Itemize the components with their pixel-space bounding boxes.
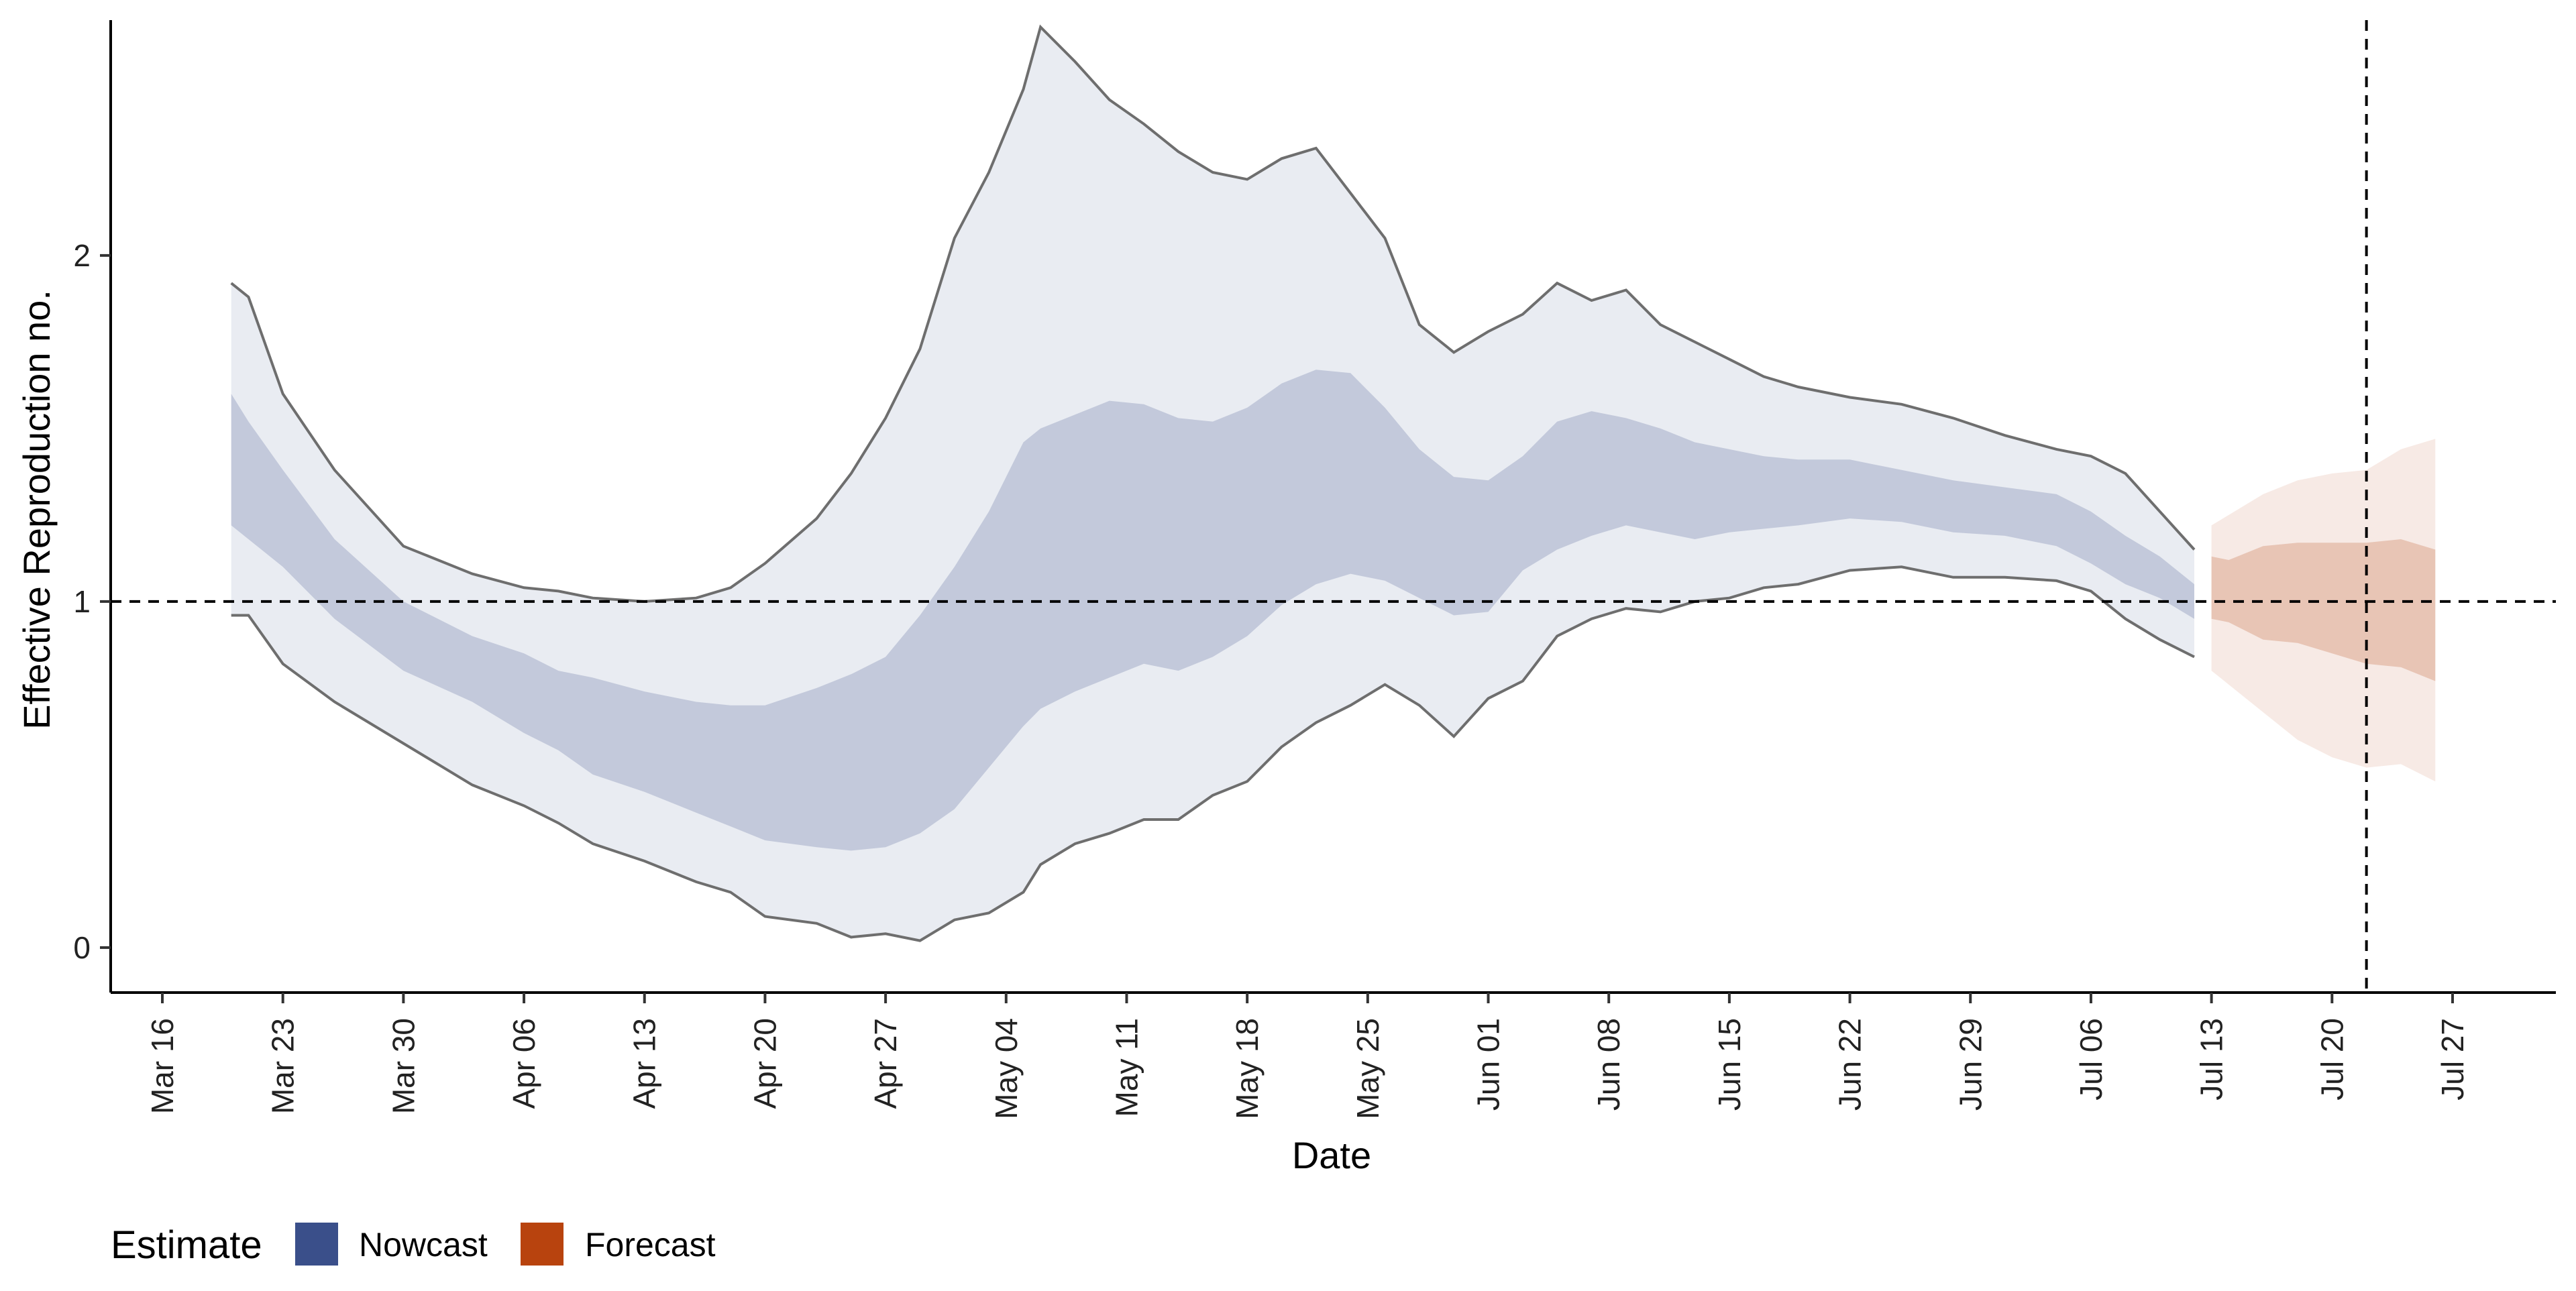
x-tick-label: Apr 13 bbox=[627, 1018, 662, 1109]
legend-label-forecast: Forecast bbox=[585, 1226, 716, 1264]
x-axis-title: Date bbox=[1292, 1134, 1371, 1176]
nowcast-band-50 bbox=[231, 370, 2195, 851]
x-tick-label: May 25 bbox=[1350, 1018, 1385, 1119]
legend-title: Estimate bbox=[111, 1223, 262, 1267]
forecast-band-50 bbox=[2211, 539, 2436, 681]
legend-swatch-forecast bbox=[521, 1223, 564, 1266]
y-tick-label: 0 bbox=[73, 930, 91, 965]
x-tick-label: Jul 20 bbox=[2314, 1018, 2349, 1101]
x-tick-label: Jul 06 bbox=[2074, 1018, 2108, 1101]
x-tick-label: Jun 29 bbox=[1953, 1018, 1988, 1111]
legend: Estimate Nowcast Forecast bbox=[111, 1223, 716, 1267]
y-tick-label: 2 bbox=[73, 238, 91, 273]
x-tick-label: May 04 bbox=[989, 1018, 1024, 1119]
y-axis-title: Effective Reproduction no. bbox=[15, 290, 58, 730]
x-tick-label: Jun 08 bbox=[1591, 1018, 1626, 1111]
x-tick-label: Apr 20 bbox=[747, 1018, 782, 1109]
x-tick-label: Mar 23 bbox=[266, 1018, 301, 1114]
forecast-band-90 bbox=[2211, 439, 2436, 782]
legend-label-nowcast: Nowcast bbox=[359, 1226, 488, 1264]
nowcast-upper-90-line bbox=[230, 24, 2196, 603]
x-tick-label: May 18 bbox=[1230, 1018, 1265, 1119]
axes-layer bbox=[109, 20, 2556, 994]
lines-layer bbox=[111, 20, 2556, 993]
x-tick-label: Mar 16 bbox=[145, 1018, 180, 1114]
bands-layer bbox=[231, 27, 2436, 941]
x-tick-label: Apr 06 bbox=[506, 1018, 541, 1109]
y-tick-label: 1 bbox=[73, 584, 91, 619]
x-tick-label: Jul 13 bbox=[2194, 1018, 2229, 1101]
x-tick-label: May 11 bbox=[1110, 1018, 1144, 1117]
x-tick-label: Apr 27 bbox=[868, 1018, 903, 1109]
legend-swatch-nowcast bbox=[295, 1223, 338, 1266]
ticks-layer: 0 1 2 Mar 16 Mar 23 Mar 30 Apr 06 Apr 13 Apr 20 A… bbox=[73, 238, 2470, 1119]
x-tick-label: Mar 30 bbox=[386, 1018, 421, 1114]
nowcast-lower-90-line bbox=[231, 565, 2195, 942]
x-tick-label: Jul 27 bbox=[2435, 1018, 2470, 1101]
x-tick-label: Jun 22 bbox=[1833, 1018, 1868, 1111]
x-tick-label: Jun 15 bbox=[1712, 1018, 1747, 1111]
nowcast-band-90 bbox=[231, 27, 2195, 941]
x-tick-label: Jun 01 bbox=[1471, 1018, 1506, 1111]
